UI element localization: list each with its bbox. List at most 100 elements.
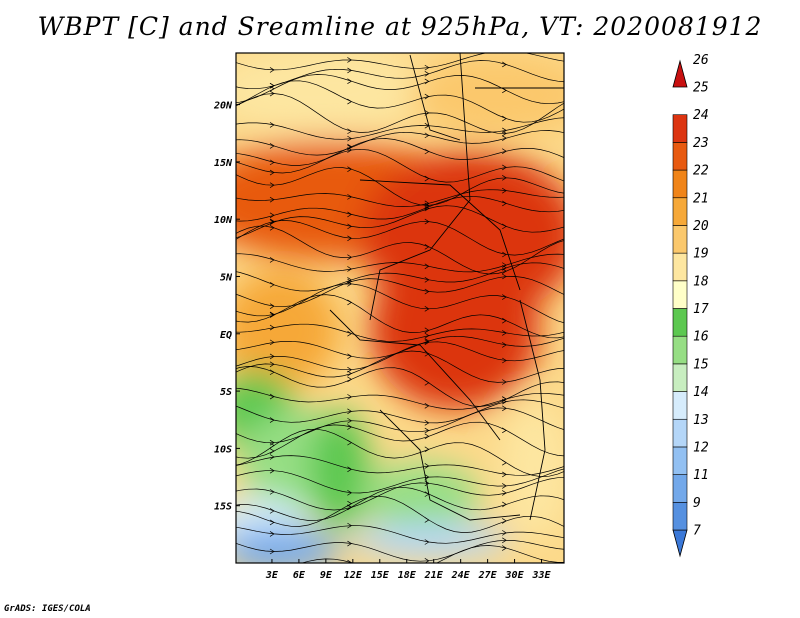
streamline [236,335,564,359]
streamline-arrow [347,135,353,142]
streamline-arrow [347,489,353,496]
colorbar-label: 20 [693,219,709,234]
streamline-arrow [347,353,353,360]
colorbar-label: 26 [693,53,709,68]
streamline [236,93,564,134]
streamline-arrow [502,490,507,496]
streamline-arrow [347,277,353,283]
colorbar-segment [672,280,688,309]
streamline-arrow [269,224,275,231]
streamline-arrow [347,299,353,306]
streamline-arrow [347,147,353,153]
streamline-arrow [269,439,275,446]
colorbar-label: 11 [693,468,709,483]
streamline [236,283,564,324]
colorbar-label: 9 [693,496,701,511]
streamline-arrow [269,339,275,346]
map-frame [235,52,565,564]
streamline-arrow [424,433,430,440]
streamline-arrow [347,540,353,547]
streamline-arrow [424,420,430,426]
lon-tick-label: 33E [532,570,552,581]
streamline-arrow [424,446,430,453]
streamline-arrow [347,376,353,383]
streamline [236,341,564,371]
streamline [236,167,564,206]
streamline-arrow [502,545,507,551]
streamline [236,407,564,444]
colorbar-segment [672,169,688,199]
streamline-arrow [424,339,430,346]
streamline [236,189,564,207]
streamline [236,276,564,308]
streamline-arrow [424,463,430,469]
streamline-arrow [347,223,353,230]
streamline-arrow [347,266,353,272]
colorbar-segment [672,502,688,531]
streamline-arrow [347,211,353,218]
streamline-arrow [502,398,507,405]
streamline-arrow [424,427,430,434]
streamline [236,205,564,239]
streamline-arrow [502,427,507,434]
streamline-arrow [424,132,430,139]
streamline-arrow [347,57,353,63]
streamline-arrow [502,127,507,134]
streamline-arrow [502,330,507,336]
lat-tick-label: 10S [214,444,232,455]
streamline-arrow [502,200,507,207]
streamline-arrow [502,501,507,508]
lon-tick-label: 15E [371,570,390,581]
streamline-arrow [424,306,430,312]
colorbar-segment [672,474,688,503]
streamline-arrow [424,70,430,77]
colorbar: 7 9 11 12 13 14 15 16 17 18 19 20 21 22 23 24 25 26 [672,53,709,558]
streamline-arrow [424,327,430,334]
streamline-arrow [269,324,275,331]
colorbar-label: 22 [693,164,709,179]
streamline-arrow [502,61,507,68]
colorbar-label: 16 [693,330,709,345]
colorbar-label: 12 [693,440,709,455]
streamline-arrow [424,204,430,210]
streamline-arrow [347,144,353,151]
streamline-arrow [269,82,275,89]
streamline-arrow [269,122,275,128]
streamline-arrow [502,223,507,230]
streamline-arrow [347,67,353,74]
streamline-arrow [347,522,353,529]
streamline-arrow [269,219,275,226]
streamline-arrow [502,357,507,364]
streamline [236,138,564,166]
streamline-arrow [269,531,275,537]
streamline-arrow [347,281,353,287]
streamline-arrow [502,459,507,466]
streamline-arrow [269,442,275,449]
colorbar-label: 19 [693,247,709,262]
streamline-arrow [424,78,430,85]
colorbar-high-triangle [672,59,688,88]
streamline-arrow [269,281,275,288]
streamline-arrow [347,194,353,200]
streamline-arrow [424,243,430,250]
streamline-arrow [269,489,275,495]
streamline-arrow [347,128,353,135]
lat-tick-label: EQ [220,330,232,341]
streamline-arrow [424,205,430,212]
streamline-arrow [269,67,275,73]
streamline [300,545,564,563]
lon-tick-label: 3E [265,570,279,581]
streamline-arrow [424,379,430,386]
colorbar-segment [672,446,688,475]
streamline-arrow [502,342,507,348]
streamline [236,495,564,533]
streamline-arrow [269,417,275,423]
streamlines [236,53,564,563]
streamline [236,455,564,476]
lat-tick-label: 5N [220,272,233,283]
streamline-arrow [269,257,275,263]
country-borders [329,53,564,521]
streamline-arrow [269,448,275,454]
streamline [236,80,564,123]
